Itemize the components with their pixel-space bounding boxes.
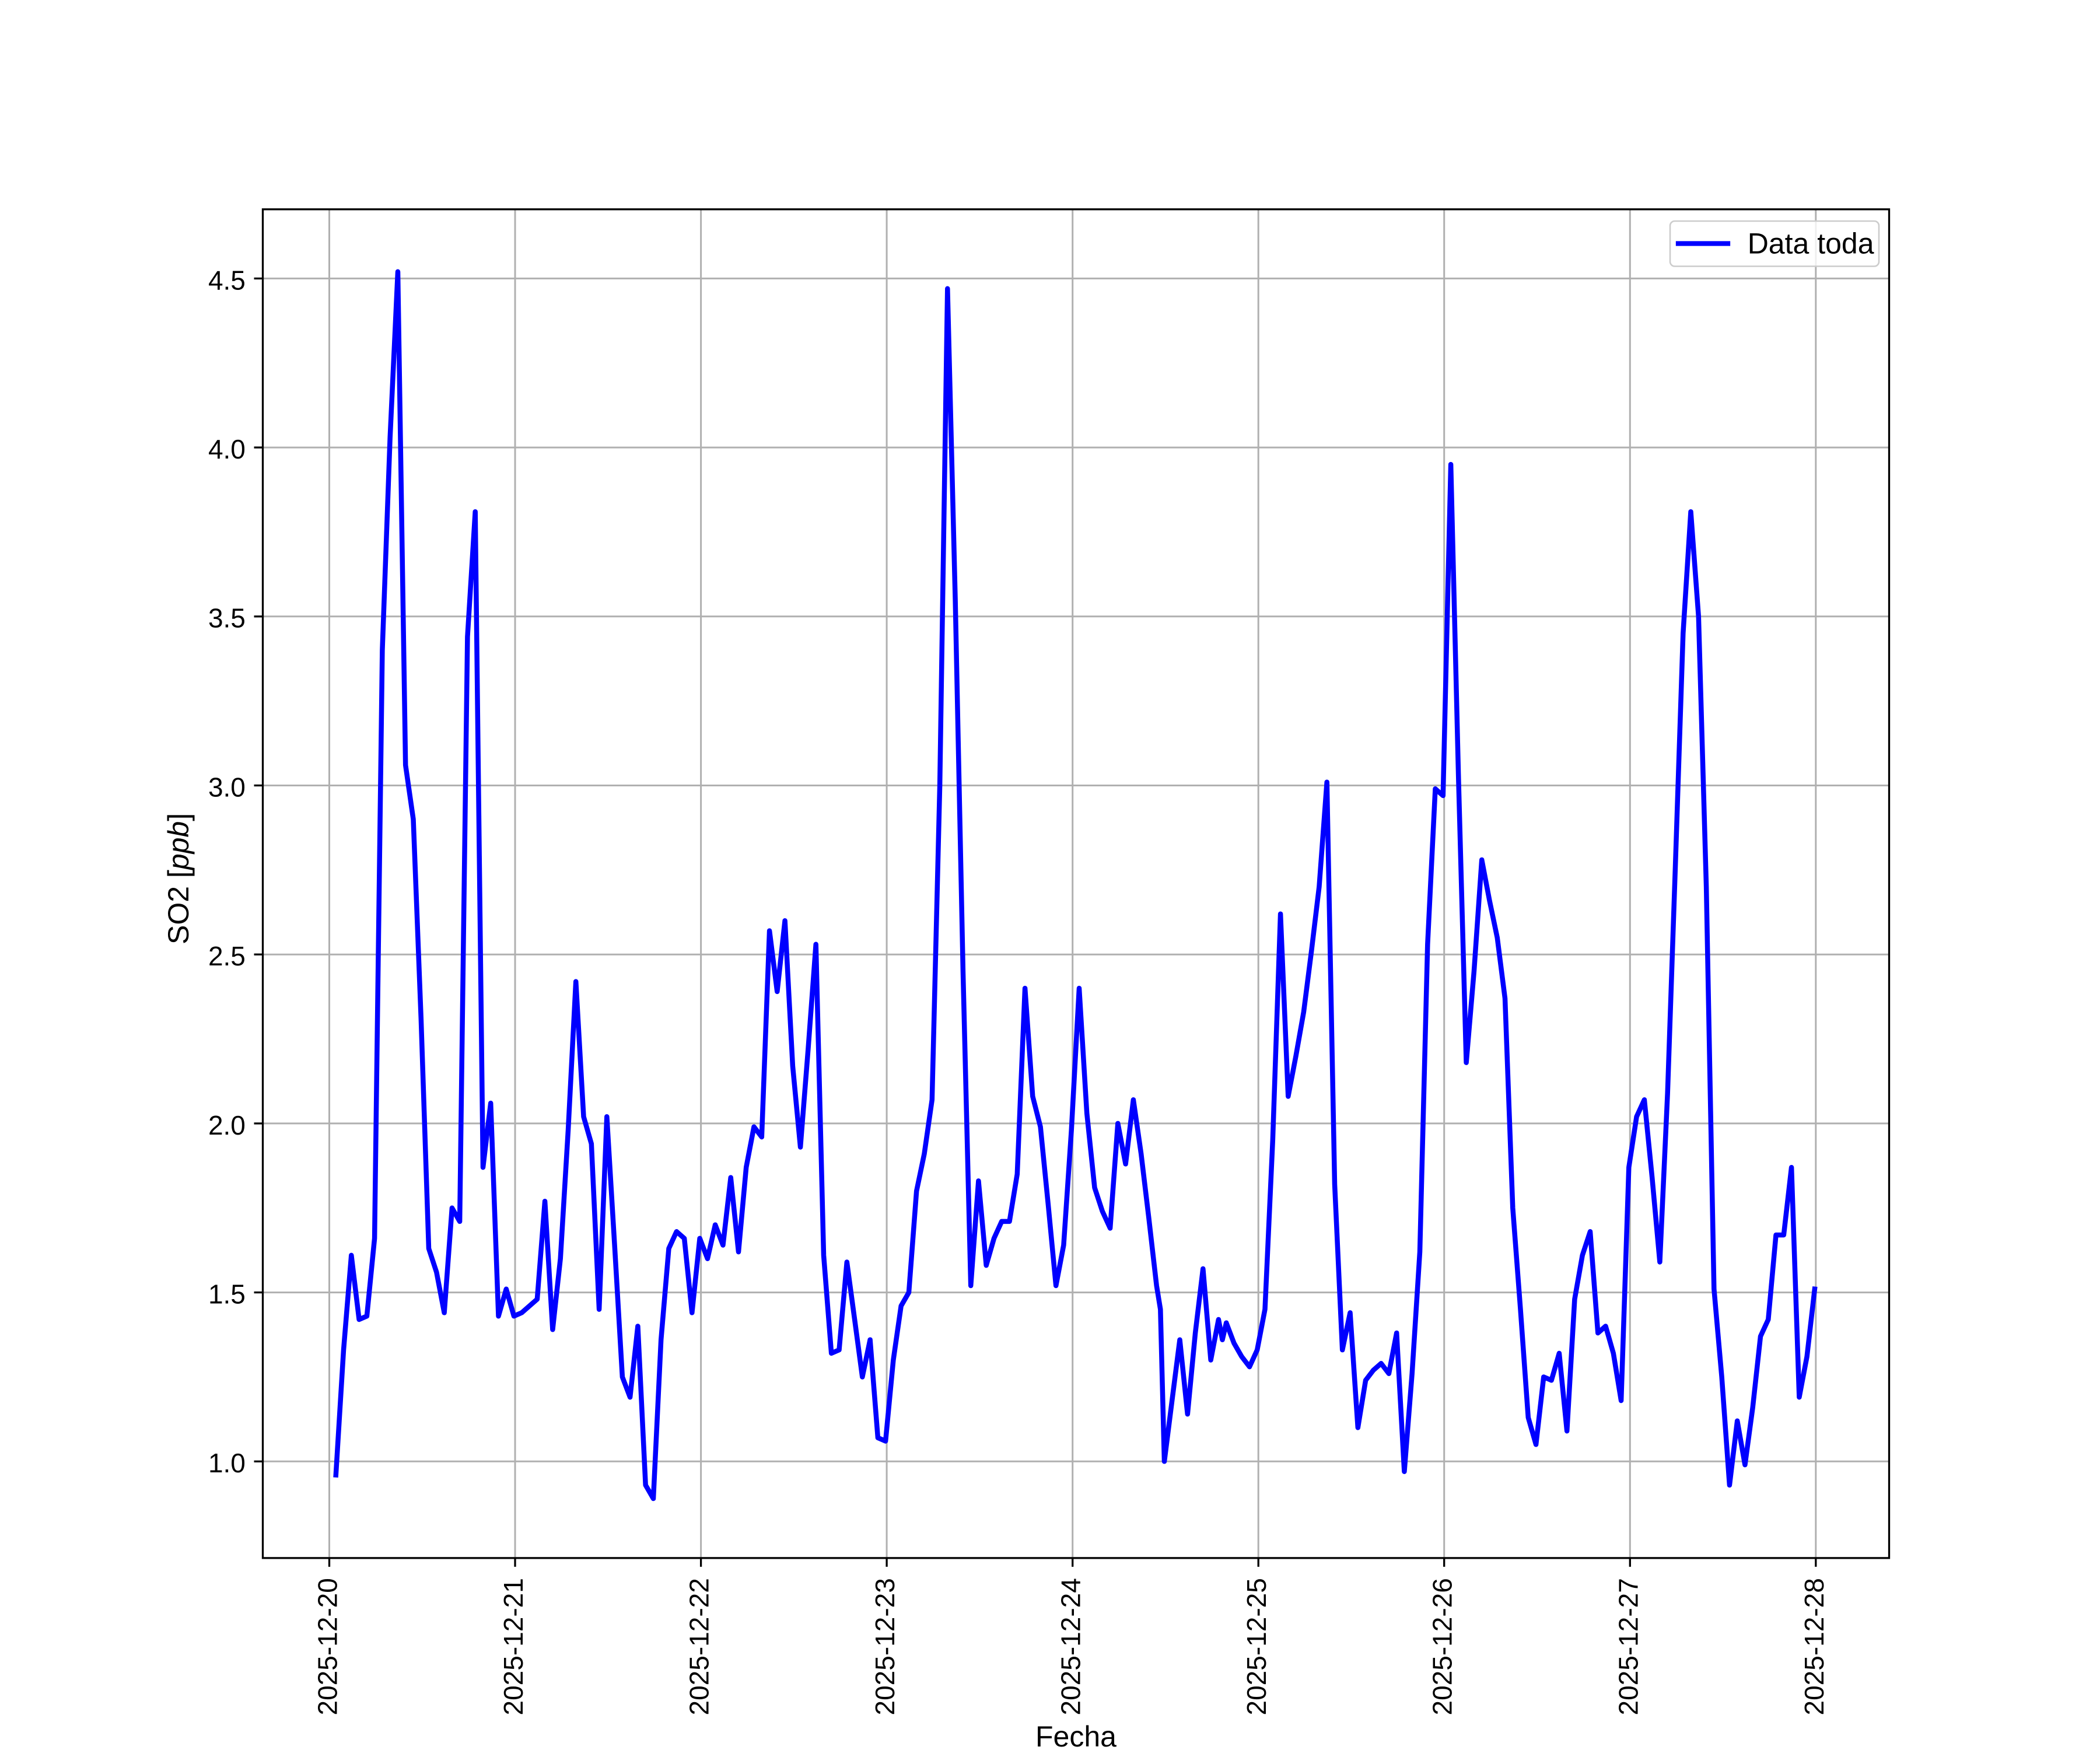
svg-text:2025-12-27: 2025-12-27 (1613, 1578, 1643, 1715)
svg-text:2025-12-26: 2025-12-26 (1427, 1578, 1458, 1715)
svg-text:3.5: 3.5 (208, 603, 246, 634)
svg-text:2025-12-25: 2025-12-25 (1241, 1578, 1272, 1715)
svg-text:2025-12-24: 2025-12-24 (1056, 1578, 1086, 1715)
svg-text:Data toda: Data toda (1748, 228, 1874, 260)
svg-text:2025-12-20: 2025-12-20 (313, 1578, 343, 1715)
svg-text:2.5: 2.5 (208, 941, 246, 971)
svg-text:Fecha: Fecha (1035, 1720, 1116, 1750)
svg-text:1.0: 1.0 (208, 1448, 246, 1478)
svg-text:2025-12-22: 2025-12-22 (684, 1578, 715, 1715)
svg-text:SO2 [ppb]: SO2 [ppb] (162, 813, 195, 944)
svg-text:2.0: 2.0 (208, 1110, 246, 1140)
svg-text:2025-12-21: 2025-12-21 (498, 1578, 528, 1715)
svg-text:3.0: 3.0 (208, 772, 246, 802)
svg-text:2025-12-23: 2025-12-23 (870, 1578, 900, 1715)
svg-text:1.5: 1.5 (208, 1279, 246, 1310)
svg-text:2025-12-28: 2025-12-28 (1799, 1578, 1829, 1715)
svg-text:4.0: 4.0 (208, 434, 246, 464)
svg-text:4.5: 4.5 (208, 265, 246, 295)
